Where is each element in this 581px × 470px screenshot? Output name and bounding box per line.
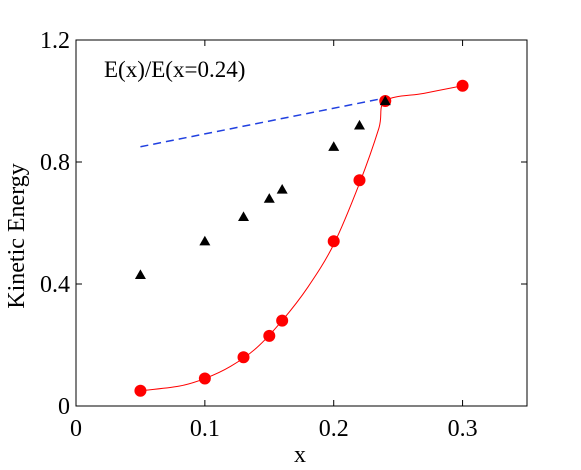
fit-curve: [140, 85, 463, 392]
black-triangle-point: [199, 235, 211, 246]
y-axis-label: Kinetic Energy: [4, 163, 30, 309]
red-circle-point: [198, 372, 211, 385]
black-triangle-point: [276, 183, 288, 194]
red-circle-point: [456, 79, 469, 92]
x-tick-label: 0.2: [319, 416, 349, 442]
red-circle-point: [134, 384, 147, 397]
y-tick-label: 0.4: [40, 272, 70, 298]
red-circle-point: [353, 174, 366, 187]
red-circle-point: [327, 235, 340, 248]
chart-annotation: E(x)/E(x=0.24): [104, 57, 245, 82]
plot-area: [134, 79, 469, 397]
y-tick-label: 0: [58, 394, 70, 420]
black-triangle-point: [328, 141, 340, 151]
red-circle-point: [276, 314, 289, 327]
plot-frame: [75, 39, 528, 407]
black-triangle-point: [263, 193, 275, 203]
x-axis-label: x: [294, 442, 306, 468]
red-circle-point: [237, 351, 250, 364]
x-tick-label: 0.3: [448, 416, 478, 442]
y-tick-label: 0.8: [40, 150, 70, 176]
black-triangle-point: [353, 119, 365, 130]
black-triangle-point: [379, 95, 391, 106]
x-tick-label: 0.1: [190, 416, 220, 442]
axis-ticks: 0 0.1 0.2 0.3 0 0.4 0.8 1.2: [40, 28, 527, 442]
red-circle-point: [263, 329, 276, 342]
y-tick-label: 1.2: [40, 28, 70, 54]
x-tick-label: 0: [70, 416, 82, 442]
dashed-reference-line: [140, 97, 386, 148]
black-triangle-point: [238, 211, 250, 222]
black-triangle-point: [134, 269, 146, 279]
